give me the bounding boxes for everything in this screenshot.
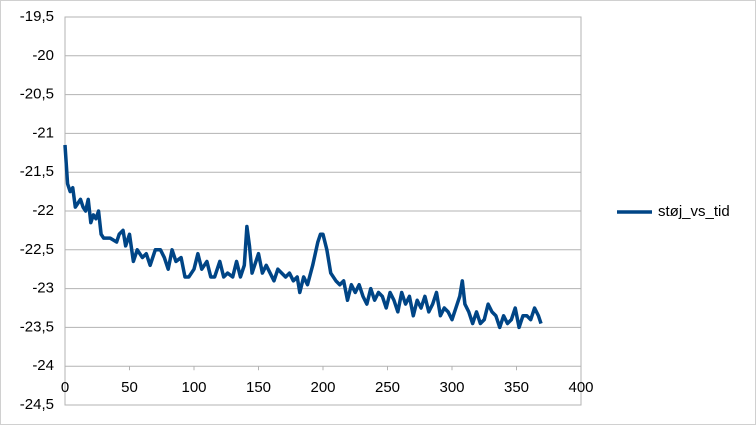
x-tick-label: 50 <box>121 379 138 396</box>
y-tick-label: -24 <box>32 357 54 374</box>
x-tick-label: 200 <box>310 379 335 396</box>
x-tick-label: 250 <box>375 379 400 396</box>
y-tick-label: -19,5 <box>20 8 54 25</box>
x-tick-label: 100 <box>181 379 206 396</box>
plot-border <box>64 16 582 406</box>
y-tick-label: -22 <box>32 202 54 219</box>
y-tick-label: -24,5 <box>20 396 54 413</box>
x-tick-label: 0 <box>61 379 69 396</box>
x-tick-label: 350 <box>504 379 529 396</box>
y-tick-label: -21 <box>32 124 54 141</box>
y-tick-label: -23,5 <box>20 318 54 335</box>
y-tick-label: -20 <box>32 47 54 64</box>
y-tick-label: -22,5 <box>20 241 54 258</box>
x-tick-label: 300 <box>439 379 464 396</box>
data-line <box>63 144 543 330</box>
x-tick-label: 150 <box>246 379 271 396</box>
legend-label: støj_vs_tid <box>658 203 730 220</box>
y-tick-label: -21,5 <box>20 163 54 180</box>
x-tick-label: 400 <box>568 379 593 396</box>
y-tick-label: -20,5 <box>20 86 54 103</box>
y-tick-label: -23 <box>32 280 54 297</box>
